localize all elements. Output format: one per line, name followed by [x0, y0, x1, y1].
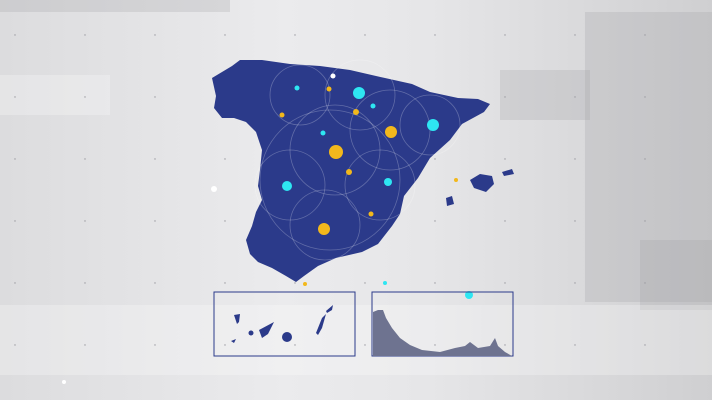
- marker-cyan: [465, 291, 473, 299]
- grid-dot: [14, 344, 16, 346]
- marker-yellow: [329, 145, 343, 159]
- grid-dot: [224, 220, 226, 222]
- overlay-circle: [324, 59, 396, 131]
- grid-dot: [574, 220, 576, 222]
- overlay-circle: [269, 64, 331, 126]
- grid-dot: [574, 158, 576, 160]
- grid-dot: [434, 282, 436, 284]
- grid-dot: [224, 282, 226, 284]
- grid-dot: [84, 220, 86, 222]
- canary-islands-map: [231, 300, 334, 343]
- marker-cyan: [353, 87, 365, 99]
- grid-dot: [434, 158, 436, 160]
- canary-islands-inset: [213, 291, 356, 357]
- bg-block: [0, 305, 712, 375]
- grid-dot: [84, 96, 86, 98]
- grid-dot: [644, 34, 646, 36]
- grid-dot: [434, 220, 436, 222]
- markers: [62, 73, 473, 384]
- overlay-circle: [289, 104, 381, 196]
- bg-block: [500, 70, 590, 120]
- grid-dot: [644, 344, 646, 346]
- marker-yellow: [326, 86, 332, 92]
- marker-cyan: [294, 85, 300, 91]
- grid-dot: [574, 96, 576, 98]
- grid-dot: [504, 282, 506, 284]
- bg-block: [640, 240, 712, 310]
- marker-cyan: [282, 181, 292, 191]
- grid-dot: [294, 282, 296, 284]
- grid-dot: [84, 158, 86, 160]
- grid-dot: [574, 282, 576, 284]
- marker-cyan: [383, 281, 387, 285]
- marker-cyan: [370, 103, 376, 109]
- mallorca-island: [470, 174, 494, 192]
- bg-block: [0, 75, 110, 115]
- grid-dot: [504, 344, 506, 346]
- marker-yellow: [353, 109, 359, 115]
- marker-cyan: [384, 178, 392, 186]
- grid-dot: [84, 34, 86, 36]
- grid-dot: [504, 96, 506, 98]
- grid-dot: [14, 34, 16, 36]
- overlay-circle: [399, 94, 461, 156]
- marker-yellow: [454, 178, 458, 182]
- grid-dot: [644, 282, 646, 284]
- marker-yellow: [279, 112, 285, 118]
- overlay-circle: [344, 149, 416, 221]
- grid-dot: [644, 220, 646, 222]
- marker-white: [62, 380, 66, 384]
- grid-dot: [574, 344, 576, 346]
- grid-dot: [224, 34, 226, 36]
- grid-dot: [504, 158, 506, 160]
- marker-cyan: [427, 119, 439, 131]
- bg-block: [585, 12, 712, 302]
- grid-dot: [84, 344, 86, 346]
- grid-dot: [364, 282, 366, 284]
- grid-dot: [504, 34, 506, 36]
- grid-dot: [644, 96, 646, 98]
- ibiza-island: [446, 196, 454, 206]
- overlay-circle: [254, 149, 326, 221]
- marker-white: [211, 186, 217, 192]
- grid-dot: [644, 158, 646, 160]
- marker-yellow: [318, 223, 330, 235]
- grid-dot: [14, 220, 16, 222]
- grid-dot: [504, 220, 506, 222]
- overlay-circle: [289, 189, 361, 261]
- grid-dot: [14, 96, 16, 98]
- grid-dot: [224, 158, 226, 160]
- grid-dot: [224, 344, 226, 346]
- marker-yellow: [346, 169, 352, 175]
- grid-dot: [154, 220, 156, 222]
- grid-dot: [364, 344, 366, 346]
- grid-dot: [294, 344, 296, 346]
- grid-dot: [14, 282, 16, 284]
- marker-white: [330, 73, 336, 79]
- overlay-circle: [259, 109, 401, 251]
- grid-dot: [154, 158, 156, 160]
- marker-yellow: [368, 211, 374, 217]
- grid-dot: [154, 344, 156, 346]
- grid-dot: [294, 34, 296, 36]
- grid-dot: [154, 96, 156, 98]
- grid-dot: [14, 158, 16, 160]
- grid-dot: [154, 282, 156, 284]
- marker-yellow: [385, 126, 397, 138]
- marker-cyan: [320, 130, 326, 136]
- bg-block: [0, 0, 230, 12]
- grid-dot: [574, 34, 576, 36]
- grid-dot: [434, 344, 436, 346]
- coast-profile: [373, 310, 512, 356]
- grid-dot: [84, 282, 86, 284]
- grid-dot: [364, 34, 366, 36]
- marker-yellow: [303, 282, 307, 286]
- grid-dot: [434, 34, 436, 36]
- grid-dot: [154, 34, 156, 36]
- menorca-island: [502, 169, 514, 176]
